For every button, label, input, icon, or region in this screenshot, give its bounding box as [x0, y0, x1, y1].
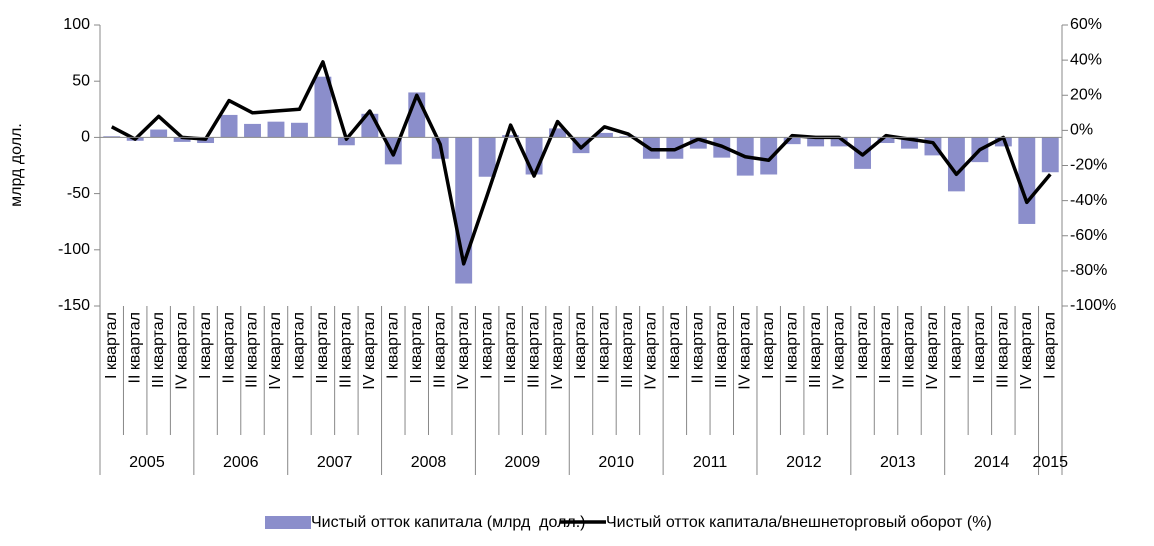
y2-tick-label: 60% — [1070, 16, 1102, 33]
x-tick-label: I квартал — [948, 312, 965, 379]
x-tick-label: I квартал — [666, 312, 683, 379]
bar — [220, 114, 238, 138]
x-tick-label: IV квартал — [1018, 312, 1035, 390]
bar — [150, 129, 168, 138]
x-tick-label: I квартал — [103, 312, 120, 379]
bar — [689, 137, 707, 149]
legend-label: Чистый отток капитала (млрд долл.) — [311, 514, 586, 531]
x-tick-label: III квартал — [244, 312, 261, 388]
y2-tick-label: -100% — [1070, 297, 1116, 314]
x-tick-label: III квартал — [901, 312, 918, 388]
x-tick-label: II квартал — [596, 312, 613, 383]
line — [110, 60, 1052, 266]
bar — [830, 137, 848, 147]
year-label: 2006 — [223, 454, 259, 471]
x-tick-label: IV квартал — [455, 312, 472, 390]
x-tick-label: II квартал — [314, 312, 331, 383]
bar — [901, 137, 918, 149]
x-tick-label: I квартал — [1041, 312, 1058, 379]
y-tick-label: 100 — [63, 16, 90, 33]
bar — [478, 137, 496, 177]
x-tick-label: IV квартал — [736, 312, 753, 390]
y2-tick-label: -20% — [1070, 157, 1107, 174]
bar — [244, 123, 261, 138]
x-tick-label: IV квартал — [549, 312, 566, 390]
year-label: 2005 — [129, 454, 165, 471]
y2-tick-label: -60% — [1070, 227, 1107, 244]
y2-tick-label: 40% — [1070, 51, 1102, 68]
y-axis-label: млрд долл. — [8, 123, 25, 207]
y-tick-label: 0 — [81, 129, 90, 146]
x-tick-label: III квартал — [619, 312, 636, 388]
x-tick-label: I квартал — [854, 312, 871, 379]
bar — [290, 122, 308, 138]
year-label: 2013 — [880, 454, 916, 471]
legend-label: Чистый отток капитала/внешнеторговый обо… — [606, 514, 992, 531]
bar — [502, 135, 520, 138]
x-tick-label: III квартал — [150, 312, 167, 388]
bar — [760, 137, 778, 175]
x-tick-label: I квартал — [385, 312, 402, 379]
bar — [947, 137, 965, 192]
bar — [103, 136, 121, 138]
bar — [619, 136, 637, 138]
x-tick-label: III квартал — [525, 312, 542, 388]
y-tick-label: -100 — [58, 241, 90, 258]
x-tick-label: I квартал — [572, 312, 589, 379]
legend-swatch — [265, 516, 311, 529]
x-tick-label: IV квартал — [924, 312, 941, 390]
year-label: 2009 — [505, 454, 541, 471]
x-tick-label: IV квартал — [173, 312, 190, 390]
bar — [267, 121, 285, 138]
year-label: 2008 — [411, 454, 447, 471]
bar — [807, 137, 825, 147]
y2-tick-label: -80% — [1070, 262, 1107, 279]
bar — [596, 132, 613, 138]
x-tick-label: II квартал — [408, 312, 425, 383]
year-label: 2010 — [598, 454, 634, 471]
x-tick-label: I квартал — [197, 312, 214, 379]
bar — [337, 137, 355, 146]
x-tick-label: II квартал — [126, 312, 143, 383]
year-label: 2011 — [693, 454, 728, 471]
bar — [877, 137, 895, 144]
year-label: 2015 — [1032, 454, 1068, 471]
y-tick-label: -150 — [58, 297, 90, 314]
y-tick-label: -50 — [67, 185, 90, 202]
x-tick-label: IV квартал — [643, 312, 660, 390]
year-label: 2007 — [317, 454, 353, 471]
x-tick-label: II квартал — [971, 312, 988, 383]
year-label: 2014 — [974, 454, 1010, 471]
y2-tick-label: -40% — [1070, 192, 1107, 209]
x-tick-label: I квартал — [760, 312, 777, 379]
bar — [549, 128, 566, 138]
year-label: 2012 — [786, 454, 822, 471]
x-tick-label: II квартал — [220, 312, 237, 383]
bar — [1041, 137, 1059, 173]
bar — [173, 137, 191, 142]
x-tick-label: II квартал — [690, 312, 707, 383]
x-tick-label: II квартал — [502, 312, 519, 383]
x-tick-label: II квартал — [783, 312, 800, 383]
y2-tick-label: 20% — [1070, 86, 1102, 103]
bar — [525, 137, 543, 175]
y2-tick-label: 0% — [1070, 122, 1093, 139]
x-tick-label: I квартал — [291, 312, 308, 379]
x-tick-label: III квартал — [431, 312, 448, 388]
bar — [1018, 137, 1036, 224]
x-tick-label: III квартал — [338, 312, 355, 388]
x-tick-label: IV квартал — [830, 312, 847, 390]
x-tick-label: III квартал — [713, 312, 730, 388]
bar — [314, 76, 332, 138]
x-tick-label: IV квартал — [361, 312, 378, 390]
x-tick-label: II квартал — [877, 312, 894, 383]
y-tick-label: 50 — [72, 72, 90, 89]
x-tick-label: III квартал — [807, 312, 824, 388]
x-tick-label: I квартал — [478, 312, 495, 379]
x-tick-label: III квартал — [995, 312, 1012, 388]
bar — [783, 137, 801, 145]
x-tick-label: IV квартал — [267, 312, 284, 390]
